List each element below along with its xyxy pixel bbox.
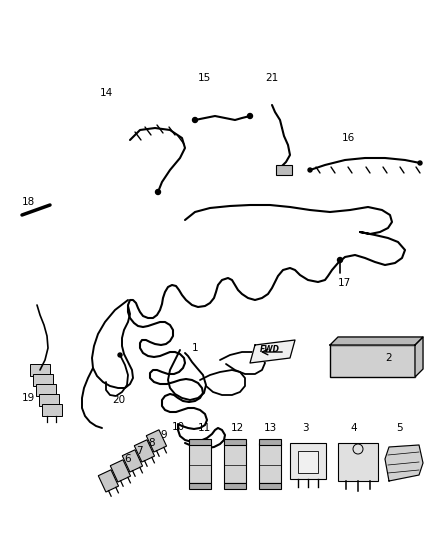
Circle shape: [118, 353, 122, 357]
Bar: [110, 460, 131, 482]
Polygon shape: [330, 337, 423, 345]
Bar: [189, 443, 211, 483]
Bar: [189, 439, 211, 445]
Bar: [39, 394, 59, 406]
Polygon shape: [415, 337, 423, 377]
Text: FWD: FWD: [260, 344, 280, 353]
Bar: [259, 439, 281, 445]
Text: 1: 1: [192, 343, 198, 353]
Text: 15: 15: [198, 73, 211, 83]
Bar: [330, 345, 415, 377]
Text: 21: 21: [265, 73, 278, 83]
Text: 11: 11: [198, 423, 211, 433]
Bar: [36, 384, 56, 396]
Text: 7: 7: [136, 446, 143, 456]
Text: 20: 20: [112, 395, 125, 405]
Text: 9: 9: [160, 430, 166, 440]
Text: 18: 18: [22, 197, 35, 207]
Bar: [189, 483, 211, 489]
Text: 13: 13: [264, 423, 277, 433]
Text: 19: 19: [22, 393, 35, 403]
Bar: [98, 470, 119, 492]
Polygon shape: [385, 445, 423, 481]
Bar: [224, 439, 246, 445]
Text: 4: 4: [350, 423, 357, 433]
Bar: [146, 430, 166, 452]
Bar: [276, 165, 292, 175]
Bar: [290, 443, 326, 479]
Bar: [30, 364, 50, 376]
Bar: [224, 443, 246, 483]
Text: 5: 5: [396, 423, 403, 433]
Bar: [338, 443, 378, 481]
Text: 8: 8: [148, 438, 155, 448]
Text: 14: 14: [100, 88, 113, 98]
Bar: [42, 404, 62, 416]
Circle shape: [247, 114, 252, 118]
Bar: [298, 451, 318, 473]
Text: 16: 16: [342, 133, 355, 143]
Text: 17: 17: [338, 278, 351, 288]
Circle shape: [192, 117, 198, 123]
Circle shape: [418, 161, 422, 165]
Bar: [122, 450, 143, 472]
Text: 10: 10: [172, 422, 185, 432]
Circle shape: [308, 168, 312, 172]
Bar: [259, 483, 281, 489]
Bar: [33, 374, 53, 386]
Bar: [224, 483, 246, 489]
Circle shape: [338, 257, 343, 262]
Text: 3: 3: [302, 423, 309, 433]
Text: 12: 12: [231, 423, 244, 433]
Circle shape: [155, 190, 160, 195]
Bar: [259, 443, 281, 483]
Text: 6: 6: [124, 454, 131, 464]
Text: 2: 2: [385, 353, 392, 363]
Polygon shape: [250, 340, 295, 363]
Bar: [134, 440, 155, 462]
